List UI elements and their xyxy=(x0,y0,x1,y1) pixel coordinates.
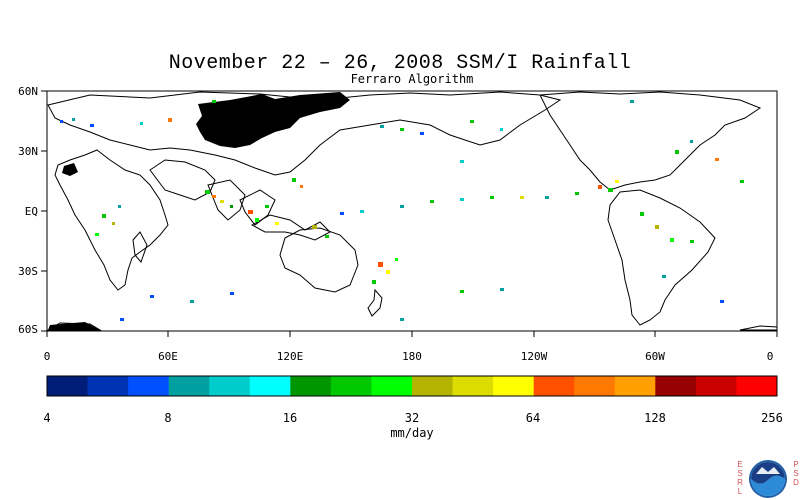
map-frame xyxy=(46,90,778,332)
siberia-no-data xyxy=(196,92,350,148)
colorbar-frame xyxy=(46,375,778,397)
colorbar-swatch xyxy=(655,376,697,396)
africa-coast xyxy=(54,149,169,291)
new-zealand-coast xyxy=(367,288,383,317)
lat-label-30n: 30N xyxy=(18,145,38,158)
colorbar-swatch xyxy=(614,376,656,396)
lon-label-0: 0 xyxy=(43,350,51,363)
antarctica-east xyxy=(739,325,778,331)
antarctic-no-data xyxy=(48,322,100,330)
colorbar-swatch xyxy=(249,376,291,396)
coastlines xyxy=(46,91,778,331)
colorbar-swatch xyxy=(452,376,494,396)
southeast-asia-coast xyxy=(239,189,276,226)
colorbar-tick-label: 16 xyxy=(282,411,298,425)
map-subtitle: Ferraro Algorithm xyxy=(350,72,474,86)
map-title: November 22 – 26, 2008 SSM/I Rainfall xyxy=(168,52,632,75)
south-america-coast xyxy=(607,189,716,326)
colorbar-tick-label: 8 xyxy=(164,411,172,425)
colorbar-swatch xyxy=(533,376,575,396)
lon-label-120e: 120E xyxy=(276,350,304,363)
colorbar-swatch xyxy=(574,376,616,396)
lon-label-60e: 60E xyxy=(158,350,178,363)
no-data-regions xyxy=(48,92,350,330)
colorbar-swatch xyxy=(371,376,413,396)
colorbar-tick-label: 128 xyxy=(644,411,666,425)
arabia-coast xyxy=(149,159,216,201)
australia-coast xyxy=(279,227,359,293)
colorbar-swatch xyxy=(412,376,454,396)
colorbar-swatch xyxy=(736,376,778,396)
map-ticks xyxy=(41,90,778,337)
colorbar-swatch xyxy=(128,376,170,396)
colorbar-tick-label: 4 xyxy=(43,411,51,425)
colorbar-tick-label: 256 xyxy=(761,411,783,425)
lon-label-0-east: 0 xyxy=(766,350,774,363)
india-coast xyxy=(207,179,246,221)
colorbar-swatch xyxy=(87,376,129,396)
colorbar-swatch xyxy=(695,376,737,396)
lat-label-30s: 30S xyxy=(18,265,38,278)
colorbar xyxy=(46,375,778,397)
eurasia-coast xyxy=(47,91,562,176)
colorbar-swatch xyxy=(330,376,372,396)
lat-label-60n: 60N xyxy=(18,85,38,98)
colorbar-tick-label: 32 xyxy=(404,411,420,425)
lon-label-60w: 60W xyxy=(645,350,665,363)
colorbar-swatch xyxy=(290,376,332,396)
north-america-coast xyxy=(539,91,762,191)
colorbar-units: mm/day xyxy=(390,426,434,440)
madagascar-coast xyxy=(132,231,148,263)
rain-swaths xyxy=(60,100,744,321)
colorbar-swatch xyxy=(209,376,251,396)
lon-label-120w: 120W xyxy=(520,350,548,363)
colorbar-swatch xyxy=(47,376,89,396)
colorbar-tick-label: 64 xyxy=(525,411,541,425)
lat-label-60s: 60S xyxy=(18,323,38,336)
colorbar-swatch xyxy=(168,376,210,396)
lat-label-eq: EQ xyxy=(24,205,38,218)
lon-label-180: 180 xyxy=(402,350,422,363)
colorbar-swatch xyxy=(493,376,535,396)
noaa-emblem-icon xyxy=(749,460,787,498)
sahara-no-data xyxy=(62,163,78,176)
